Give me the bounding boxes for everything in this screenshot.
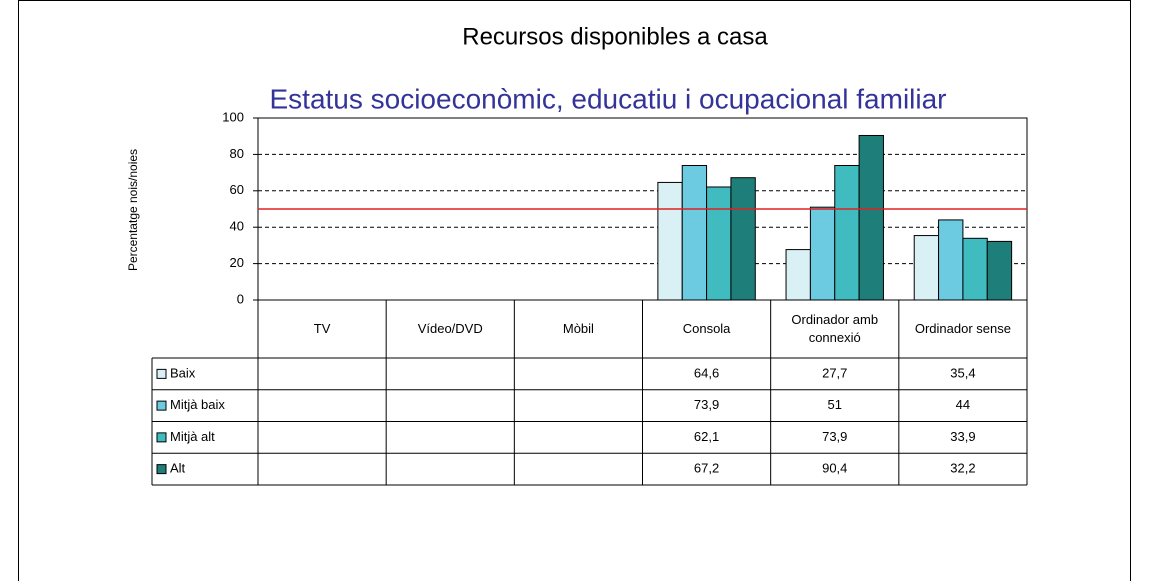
legend-swatch: [156, 464, 167, 475]
bar: [809, 206, 836, 301]
bar: [913, 235, 940, 301]
data-label: 51: [828, 397, 842, 412]
data-label: 73,9: [694, 397, 719, 412]
bar: [938, 219, 964, 301]
y-tick-label: 60: [230, 182, 244, 197]
y-tick-label: 80: [230, 146, 244, 161]
bar: [681, 165, 708, 301]
legend-swatch: [156, 400, 167, 411]
x-tick-cell: Mòbil: [562, 321, 594, 336]
bar: [706, 186, 732, 301]
data-label: 32,2: [950, 461, 975, 476]
y-tick-label: 20: [230, 255, 244, 270]
bar: [657, 181, 683, 301]
x-tick-label: Vídeo/DVD: [417, 321, 483, 336]
x-tick-cell: Ordinador sense: [914, 321, 1011, 336]
bar: [858, 134, 884, 301]
x-tick-cell: Ordinador amb connexió: [791, 312, 879, 345]
legend-label: Baix: [170, 365, 196, 380]
y-tick-label: 40: [230, 219, 244, 234]
x-tick-label: Mòbil: [562, 321, 594, 336]
data-label: 64,6: [694, 365, 719, 380]
data-label: 73,9: [822, 429, 847, 444]
y-tick-label: 100: [222, 109, 244, 124]
chart-title: Recursos disponibles a casa: [462, 23, 768, 50]
legend-swatch: [156, 432, 167, 443]
data-label: 35,4: [950, 365, 975, 380]
x-tick-label: Consola: [682, 321, 731, 336]
data-label: 44: [956, 397, 970, 412]
legend-swatch: [156, 368, 167, 379]
bar: [962, 237, 988, 301]
x-tick-cell: Vídeo/DVD: [417, 321, 483, 336]
x-tick-cell: TV: [313, 321, 331, 336]
data-label: 62,1: [694, 429, 719, 444]
legend-label: Alt: [170, 461, 186, 476]
x-tick-label: Ordinador amb connexió: [791, 312, 879, 345]
data-label: 67,2: [694, 461, 719, 476]
x-tick-cell: Consola: [682, 321, 731, 336]
legend-label: Mitjà baix: [170, 397, 225, 412]
chart-subtitle: Estatus socioeconòmic, educatiu i ocupac…: [269, 83, 946, 114]
bar: [730, 177, 756, 301]
bar: [785, 249, 811, 301]
data-label: 27,7: [822, 365, 847, 380]
y-axis-label: Percentatge nois/noies: [126, 149, 140, 271]
bar: [834, 165, 860, 301]
data-label: 90,4: [822, 461, 847, 476]
data-label: 33,9: [950, 429, 975, 444]
x-tick-label: Ordinador sense: [914, 321, 1011, 336]
bar: [986, 240, 1013, 301]
x-tick-label: TV: [313, 321, 331, 336]
legend-label: Mitjà alt: [170, 429, 215, 444]
y-tick-label: 0: [237, 291, 244, 306]
